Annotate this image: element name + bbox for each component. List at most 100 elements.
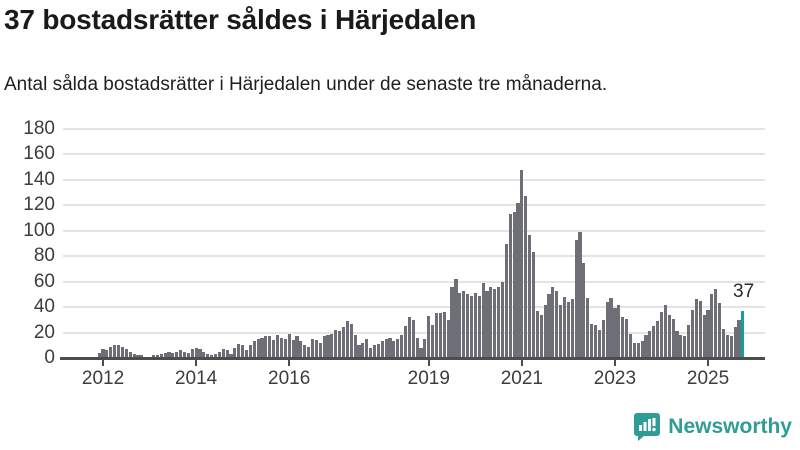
- bar: [295, 336, 299, 358]
- y-gridline: [63, 229, 765, 232]
- bar: [504, 243, 508, 358]
- bar: [151, 355, 156, 358]
- bar: [613, 308, 617, 358]
- bar: [171, 352, 175, 358]
- bar: [167, 351, 171, 358]
- y-gridline: [63, 280, 765, 283]
- bar: [132, 354, 136, 358]
- bar: [388, 337, 392, 358]
- y-gridline: [63, 153, 765, 156]
- bar: [710, 294, 714, 358]
- x-axis-tick-label: 2019: [407, 368, 450, 389]
- bar: [283, 338, 287, 358]
- bar: [562, 296, 567, 358]
- bar: [469, 295, 474, 358]
- bar: [458, 293, 462, 358]
- bar: [632, 342, 636, 358]
- bar: [628, 333, 633, 358]
- y-axis-tick-label: 20: [33, 321, 55, 343]
- bar: [578, 232, 582, 358]
- bar: [535, 310, 539, 358]
- bar: [524, 196, 528, 358]
- bar: [489, 286, 493, 358]
- bar: [621, 317, 625, 358]
- bar: [287, 333, 291, 358]
- bar: [179, 350, 183, 358]
- y-axis-tick-label: 160: [23, 143, 55, 165]
- bar: [683, 336, 687, 358]
- bar: [570, 299, 574, 358]
- bar: [101, 349, 105, 358]
- bar: [687, 324, 691, 358]
- bar: [365, 338, 369, 358]
- bar: [155, 355, 159, 358]
- bar: [210, 355, 214, 358]
- bar: [477, 295, 481, 358]
- y-gridline: [63, 128, 765, 130]
- bar: [551, 286, 555, 358]
- bar: [543, 304, 547, 358]
- bar: [318, 342, 322, 358]
- x-axis-tick-label: 2014: [174, 368, 218, 389]
- last-bar-value-label: 37: [733, 281, 755, 302]
- bar: [539, 314, 543, 358]
- bar: [116, 345, 121, 358]
- page-title: 37 bostadsrätter såldes i Härjedalen: [4, 4, 477, 35]
- y-axis-tick-label: 100: [23, 219, 55, 241]
- bar: [202, 351, 206, 358]
- bar: [124, 349, 128, 358]
- bar: [345, 321, 349, 358]
- bar: [644, 335, 648, 358]
- bar-chart-speech-bubble-icon: [633, 412, 661, 442]
- bar: [260, 337, 264, 358]
- bar: [175, 351, 179, 358]
- bar: [737, 319, 741, 358]
- bar: [411, 319, 415, 358]
- bar: [566, 302, 570, 358]
- bar: [376, 344, 380, 358]
- bar: [733, 327, 737, 358]
- bar: [656, 321, 660, 358]
- bar: [547, 294, 551, 358]
- bar: [268, 336, 272, 358]
- bar: [497, 286, 501, 358]
- bar: [721, 328, 726, 358]
- bar: [431, 324, 435, 358]
- bar: [609, 298, 613, 358]
- x-axis-tick: [102, 359, 105, 366]
- bar: [419, 347, 423, 358]
- bar: [341, 327, 346, 358]
- bar: [182, 351, 187, 358]
- bar: [105, 350, 109, 358]
- bar: [582, 262, 586, 358]
- bar: [206, 354, 210, 358]
- y-axis-tick-label: 140: [23, 168, 55, 190]
- bar: [338, 331, 342, 358]
- bar: [400, 335, 404, 358]
- bar: [198, 349, 202, 358]
- bar: [481, 282, 485, 358]
- bar: [516, 202, 520, 358]
- bar: [415, 337, 419, 358]
- bar: [434, 313, 439, 358]
- bar: [648, 331, 652, 358]
- bar: [299, 341, 303, 358]
- bar: [303, 345, 307, 358]
- x-axis-tick-label: 2012: [81, 368, 125, 389]
- newsworthy-logo-text: Newsworthy: [668, 415, 792, 438]
- bar: [531, 252, 536, 358]
- bar: [605, 302, 609, 358]
- bar: [217, 351, 221, 358]
- bar: [427, 316, 431, 358]
- bar: [442, 312, 446, 358]
- bar: [725, 335, 729, 358]
- bar: [349, 323, 353, 358]
- bar: [659, 312, 664, 358]
- bar: [113, 345, 117, 358]
- bar: [194, 347, 198, 358]
- bar: [462, 290, 466, 358]
- y-axis-tick-label: 40: [33, 296, 55, 318]
- bar: [714, 289, 718, 358]
- bar: [403, 326, 408, 358]
